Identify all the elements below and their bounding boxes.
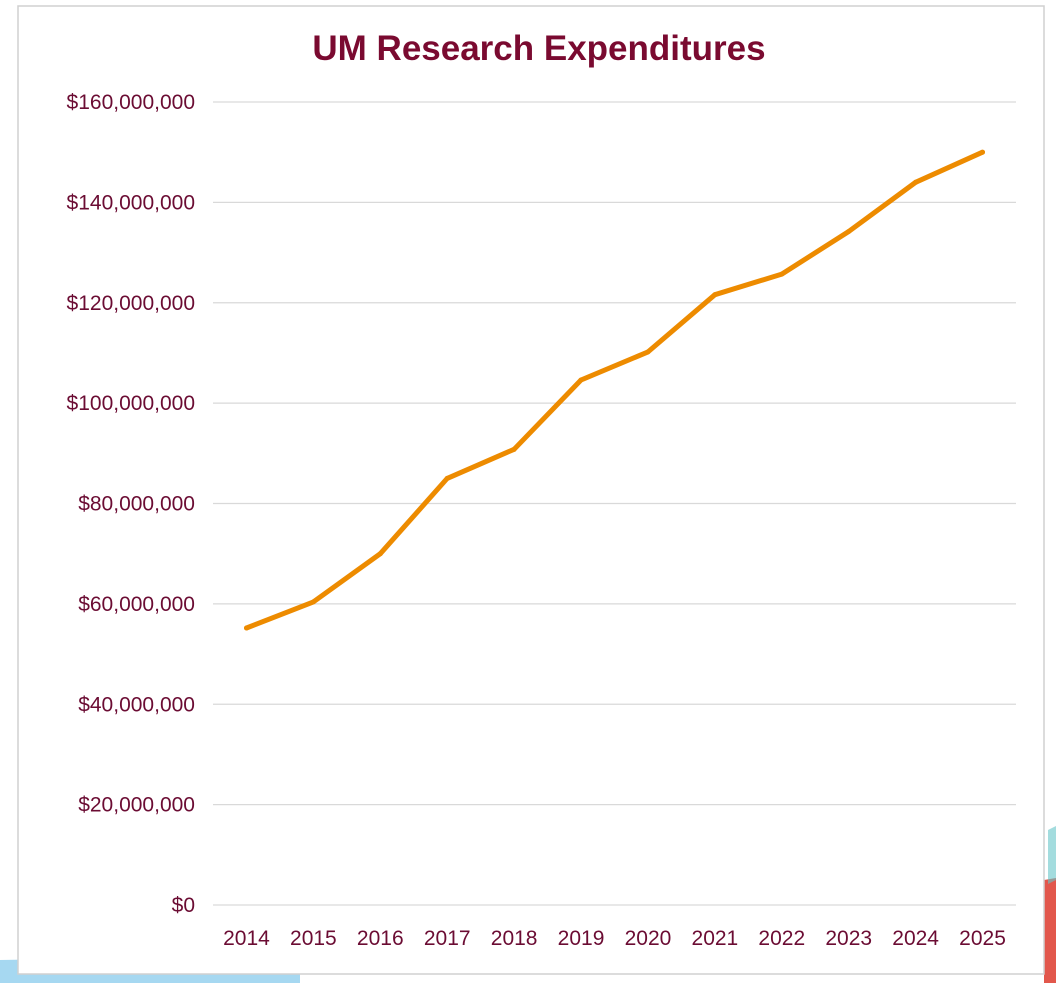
- x-tick-label: 2022: [758, 927, 805, 950]
- decorative-teal-shape: [1048, 826, 1056, 884]
- gridlines: [213, 101, 1016, 906]
- x-tick-label: 2021: [692, 927, 739, 950]
- y-tick-label: $0: [172, 894, 195, 917]
- y-tick-label: $60,000,000: [78, 593, 195, 616]
- data-point-2014: [244, 625, 249, 631]
- x-tick-label: 2025: [959, 927, 1006, 950]
- x-tick-label: 2014: [223, 927, 270, 950]
- x-tick-label: 2018: [491, 927, 538, 950]
- x-axis-tick-labels: 2014 2015 2016 2017 2018 2019 2020 2021 2022 2023…: [223, 927, 1006, 950]
- chart-title: UM Research Expenditures: [312, 29, 765, 68]
- y-tick-label: $100,000,000: [67, 392, 195, 415]
- y-tick-label: $20,000,000: [78, 794, 195, 817]
- x-tick-label: 2023: [825, 927, 872, 950]
- x-tick-label: 2015: [290, 927, 337, 950]
- y-tick-label: $140,000,000: [67, 191, 195, 214]
- y-tick-label: $160,000,000: [67, 91, 195, 114]
- data-point-2018: [511, 446, 517, 452]
- data-point-2019: [578, 377, 584, 383]
- data-point-2020: [645, 349, 651, 355]
- data-point-2022: [779, 271, 785, 277]
- y-tick-label: $120,000,000: [67, 292, 195, 315]
- data-point-2021: [712, 292, 718, 298]
- x-tick-label: 2024: [892, 927, 939, 950]
- decorative-red-shape: [1044, 878, 1056, 983]
- chart-frame: [17, 5, 1045, 975]
- y-tick-label: $40,000,000: [78, 693, 195, 716]
- data-point-2015: [310, 599, 316, 605]
- x-tick-label: 2020: [625, 927, 672, 950]
- series-line: [244, 149, 985, 631]
- x-tick-label: 2016: [357, 927, 404, 950]
- data-point-2016: [377, 551, 383, 557]
- y-axis-tick-labels: $0 $20,000,000 $40,000,000 $60,000,000 $80,0…: [67, 91, 195, 917]
- data-point-2017: [444, 475, 450, 481]
- data-point-2025: [980, 149, 985, 155]
- data-point-2024: [913, 179, 919, 185]
- x-tick-label: 2019: [558, 927, 605, 950]
- y-tick-label: $80,000,000: [78, 493, 195, 516]
- series-layer: [244, 149, 985, 631]
- data-point-2023: [846, 229, 852, 234]
- x-tick-label: 2017: [424, 927, 471, 950]
